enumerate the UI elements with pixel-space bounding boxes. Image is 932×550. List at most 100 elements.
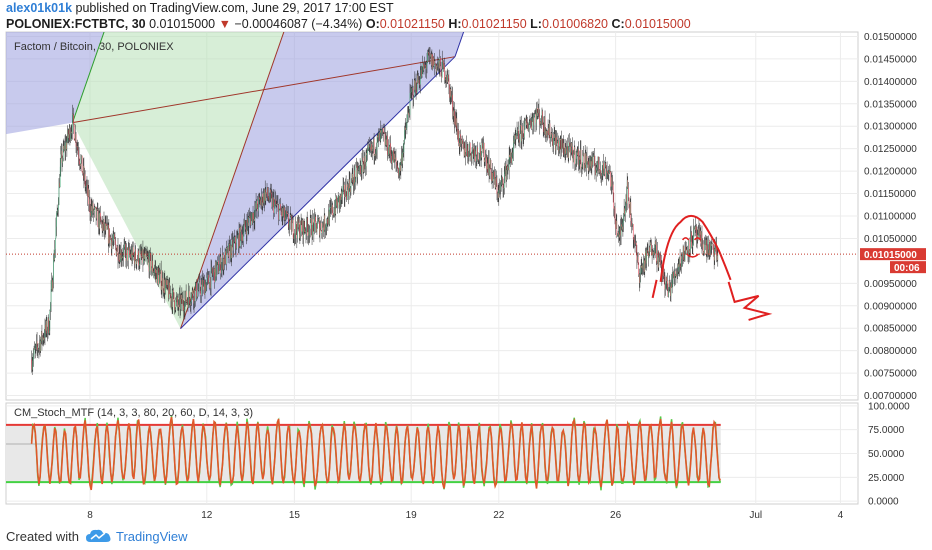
candle xyxy=(292,219,293,223)
candle xyxy=(253,212,254,220)
candle xyxy=(399,165,401,171)
candle xyxy=(73,114,74,126)
candle xyxy=(464,148,466,156)
candle xyxy=(183,310,185,312)
candle xyxy=(656,244,657,262)
candle xyxy=(489,168,490,176)
candle xyxy=(207,274,209,276)
candle xyxy=(629,201,631,214)
candle xyxy=(134,249,136,265)
price-tick-label: 0.00850000 xyxy=(864,324,917,335)
candle xyxy=(230,245,231,260)
candle xyxy=(524,123,525,138)
candle xyxy=(494,171,495,180)
candle xyxy=(260,199,261,205)
candle xyxy=(679,257,681,267)
ghost-mouth xyxy=(686,253,700,258)
candle xyxy=(460,134,461,138)
candle xyxy=(507,166,508,171)
candle xyxy=(544,117,545,133)
candle xyxy=(171,297,173,308)
tradingview-brand[interactable]: TradingView xyxy=(116,529,188,544)
candle xyxy=(208,283,210,289)
hand-drawing[interactable] xyxy=(651,214,773,321)
candle xyxy=(354,178,356,183)
candle xyxy=(287,212,289,215)
candle xyxy=(488,158,489,173)
candle xyxy=(519,139,520,143)
candle xyxy=(708,240,709,250)
candle xyxy=(155,268,156,273)
candle xyxy=(246,229,247,236)
candle xyxy=(115,240,116,246)
candle xyxy=(478,159,480,161)
candle xyxy=(420,70,422,76)
candle xyxy=(696,234,698,239)
candle xyxy=(524,120,526,124)
candle xyxy=(389,146,390,154)
candle xyxy=(176,297,178,300)
candle xyxy=(685,249,687,253)
candle xyxy=(481,143,483,158)
pitchfork-drawing[interactable] xyxy=(0,0,932,329)
price-change: −0.00046087 (−4.34%) xyxy=(234,17,363,31)
candle xyxy=(146,256,148,257)
candle xyxy=(301,225,302,232)
candle xyxy=(441,75,442,78)
candle xyxy=(376,135,378,150)
candle xyxy=(265,192,267,201)
candle xyxy=(56,211,58,213)
candle xyxy=(74,139,76,141)
candle xyxy=(82,172,83,174)
time-axis[interactable]: 8 12 15 19 22 26 Jul 4 xyxy=(87,510,843,521)
chart-canvas[interactable]: Factom / Bitcoin, 30, POLONIEX CM_Stoch_… xyxy=(0,0,932,521)
candle xyxy=(334,208,336,214)
candle xyxy=(710,243,711,251)
candle xyxy=(303,221,305,229)
candle xyxy=(145,250,147,256)
candle xyxy=(214,268,216,283)
candle xyxy=(174,309,176,310)
high-label: H: xyxy=(448,17,462,31)
candle xyxy=(231,239,233,259)
candle xyxy=(372,146,374,149)
price-tick-label: 0.00900000 xyxy=(864,301,917,312)
candle xyxy=(432,57,434,69)
candle xyxy=(556,141,558,145)
candle xyxy=(127,247,129,261)
candle xyxy=(381,127,383,131)
candle xyxy=(706,245,708,255)
candle xyxy=(465,154,467,157)
candle xyxy=(187,300,188,302)
indicator-axis[interactable]: 100.0000 75.0000 50.0000 25.0000 0.0000 xyxy=(868,401,910,507)
candle xyxy=(516,130,518,136)
candle xyxy=(652,251,654,255)
candle xyxy=(213,272,214,276)
candle xyxy=(238,227,240,249)
candle xyxy=(384,132,385,134)
candle xyxy=(605,166,607,178)
candle xyxy=(110,236,111,240)
candle xyxy=(583,153,584,156)
candle xyxy=(440,58,441,65)
candle xyxy=(576,152,577,159)
candle xyxy=(675,274,677,277)
candle xyxy=(395,157,396,160)
candle xyxy=(209,277,211,289)
candle xyxy=(211,267,212,269)
candle xyxy=(356,165,358,178)
candle xyxy=(493,171,495,177)
candle xyxy=(550,133,552,138)
candle xyxy=(83,165,85,179)
candle xyxy=(295,223,297,232)
candle xyxy=(555,137,557,151)
candle xyxy=(570,143,572,153)
candle xyxy=(515,135,517,140)
candle xyxy=(611,177,613,187)
author-link[interactable]: alex01k01k xyxy=(6,1,73,15)
price-axis[interactable]: 0.01500000 0.01450000 0.01400000 0.01350000… xyxy=(864,32,917,402)
candle xyxy=(472,147,473,151)
candle xyxy=(186,300,188,302)
candle xyxy=(563,143,565,155)
candle xyxy=(409,114,410,116)
